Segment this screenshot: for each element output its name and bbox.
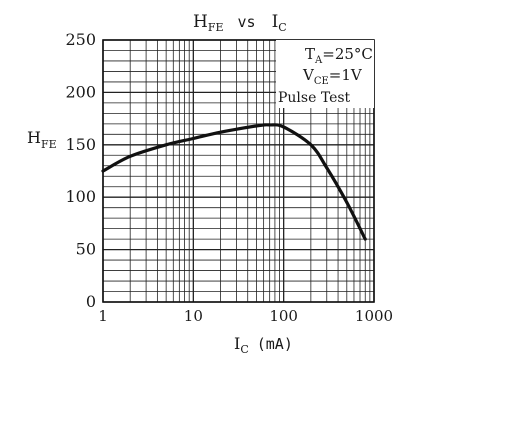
data-point [345,201,349,204]
x-axis-label: IC (mA) [234,334,293,356]
data-point [325,166,329,170]
x-tick-label: 1 [98,307,108,325]
data-point [101,169,105,173]
data-point [191,137,195,140]
data-point [309,143,313,147]
tick-labels: 0 50 100 150 200 250 1 10 100 1000 [65,30,393,325]
y-tick-label: 50 [76,240,96,259]
conditions-background [276,40,374,108]
data-point [363,237,367,241]
y-tick-label: 250 [65,30,96,49]
conditions-legend: TA=25°C VCE=1V Pulse Test [276,40,374,108]
condition-pulse-test: Pulse Test [278,90,351,106]
y-tick-label: 0 [86,292,96,311]
data-point [219,130,222,134]
x-tick-label: 10 [184,307,203,325]
x-tick-label: 1000 [355,307,393,325]
data-point [128,154,132,158]
x-tick-label: 100 [269,307,298,325]
y-tick-label: 150 [65,135,96,154]
chart-title: HFE vs IC [193,12,287,34]
data-points [101,123,367,241]
condition-vce: VCE=1V [302,66,363,87]
y-axis-label: HFE [27,128,57,151]
data-point [164,143,168,147]
y-tick-label: 100 [65,187,96,206]
data-point [268,123,272,127]
data-point [255,124,258,128]
condition-temperature: TA=25°C [305,45,373,66]
y-tick-label: 200 [65,82,96,101]
data-point [282,125,286,129]
hfe-curve [101,123,367,241]
